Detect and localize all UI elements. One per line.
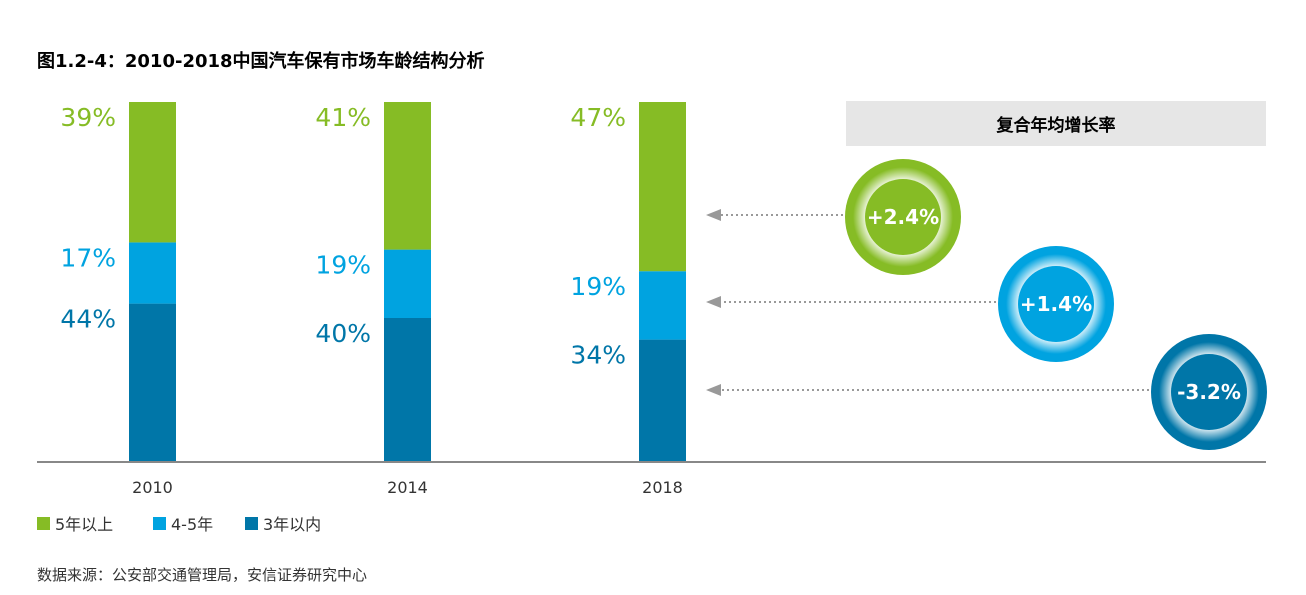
data-label-2018-series-1: 19% (570, 272, 626, 301)
cagr-value-1: +1.4% (1020, 292, 1092, 316)
cagr-panel (846, 101, 1266, 146)
bar-2010-series-1 (129, 242, 176, 304)
legend-label-0: 5年以上 (55, 515, 113, 534)
cagr-circle-2 (1171, 354, 1247, 430)
legend: 5年以上 4-5年 3年以内 (37, 515, 321, 534)
data-label-2010-series-1: 17% (60, 243, 116, 272)
source-note: 数据来源：公安部交通管理局，安信证券研究中心 (37, 566, 367, 584)
bar-2014-series-1 (384, 249, 431, 318)
x-tick-labels: 2010 2014 2018 (132, 478, 683, 497)
data-label-2014-series-2: 41% (315, 103, 371, 132)
data-label-2014-series-0: 40% (315, 319, 371, 348)
data-label-2018-series-0: 34% (570, 341, 626, 370)
bar-labels-group: 44% 17% 39% 40% 19% 41% 34% 19% 47% (60, 103, 626, 370)
cagr-circle-1 (1018, 266, 1094, 342)
cagr-arrow-head-2 (706, 384, 721, 396)
bar-2014-series-0 (384, 318, 431, 462)
cagr-value-2: -3.2% (1177, 380, 1241, 404)
legend-swatch-1 (153, 517, 166, 530)
bar-2010-series-2 (129, 102, 176, 243)
x-tick-2018: 2018 (642, 478, 683, 497)
cagr-circle-0 (865, 179, 941, 255)
data-label-2014-series-1: 19% (315, 251, 371, 280)
data-label-2010-series-2: 39% (60, 103, 116, 132)
data-label-2010-series-0: 44% (60, 305, 116, 334)
cagr-arrow-head-1 (706, 296, 721, 308)
legend-swatch-0 (37, 517, 50, 530)
legend-label-1: 4-5年 (171, 515, 213, 534)
data-label-2018-series-2: 47% (570, 103, 626, 132)
cagr-group: +2.4% +1.4% -3.2% (706, 159, 1267, 450)
bar-2018-series-2 (639, 102, 686, 272)
bar-2018-series-1 (639, 271, 686, 340)
bars-group (129, 102, 686, 462)
legend-swatch-2 (245, 517, 258, 530)
bar-2014-series-2 (384, 102, 431, 250)
bar-2010-series-0 (129, 303, 176, 462)
cagr-value-0: +2.4% (867, 205, 939, 229)
cagr-arrow-head-0 (706, 209, 721, 221)
x-tick-2014: 2014 (387, 478, 428, 497)
cagr-title: 复合年均增长率 (996, 115, 1116, 136)
chart-title: 图1.2-4：2010-2018中国汽车保有市场车龄结构分析 (37, 50, 485, 72)
x-tick-2010: 2010 (132, 478, 173, 497)
legend-label-2: 3年以内 (263, 515, 321, 534)
bar-2018-series-0 (639, 339, 686, 462)
